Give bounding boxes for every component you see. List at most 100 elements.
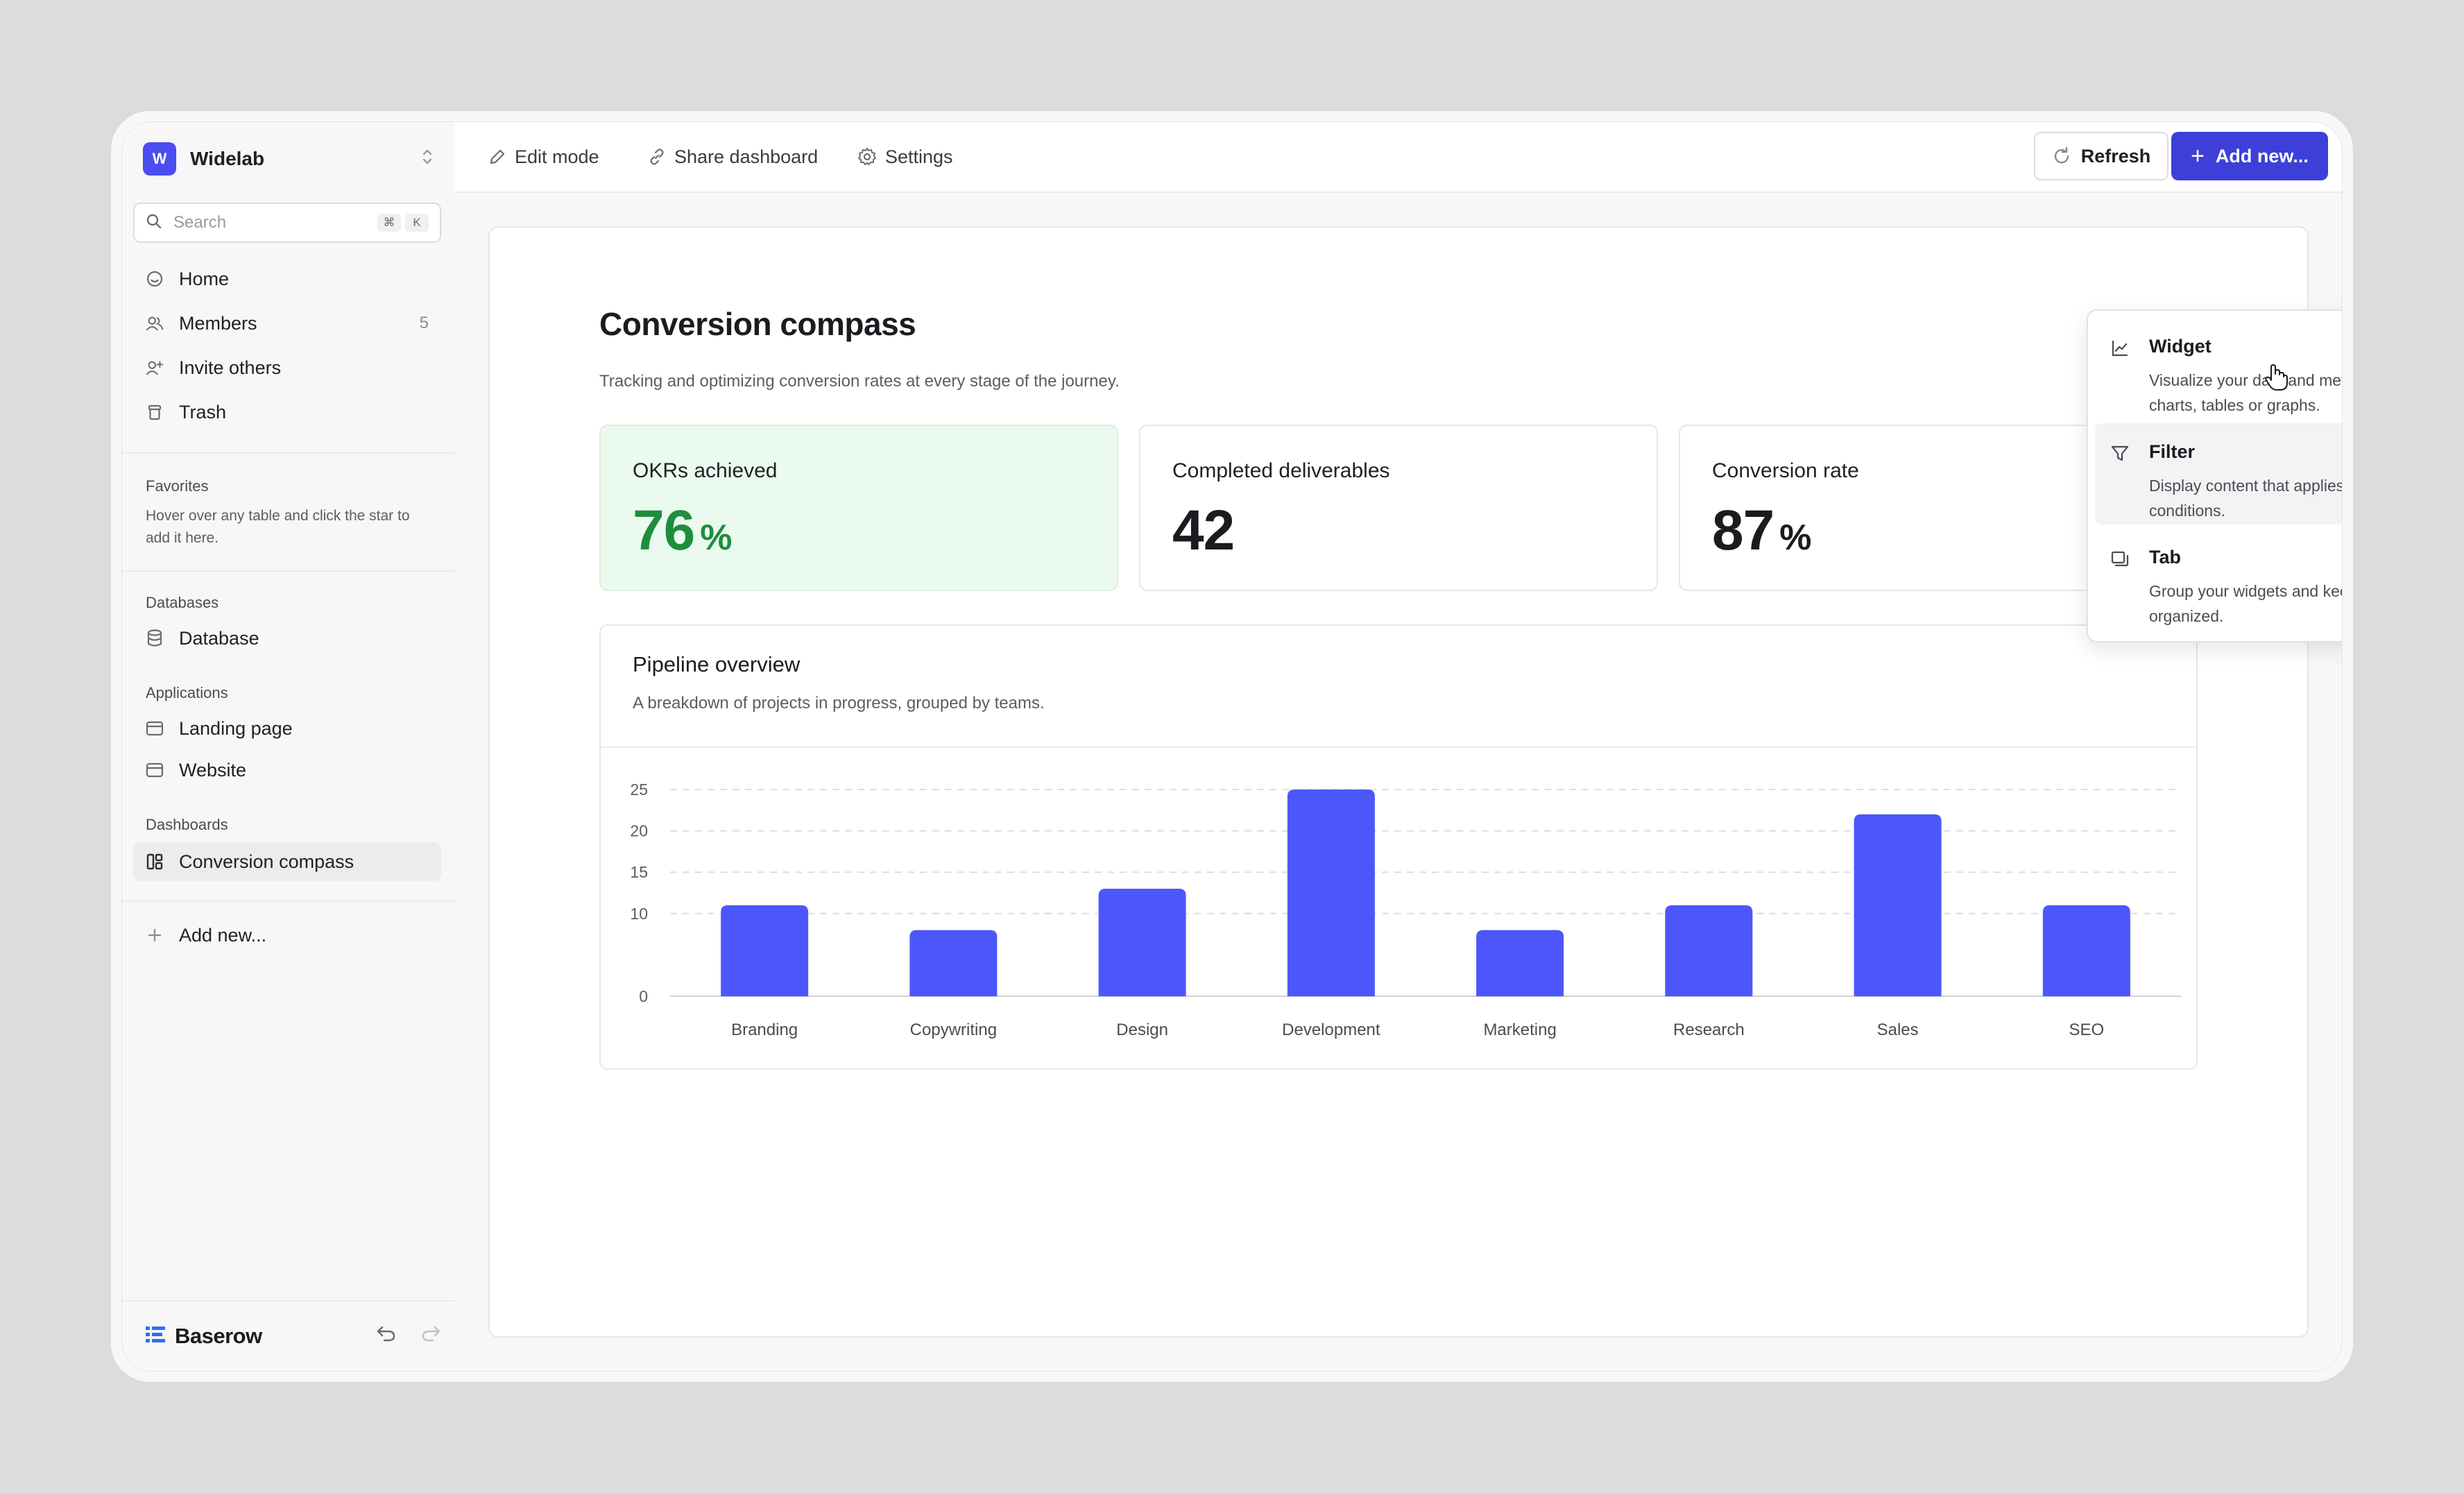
filter-icon [2110,444,2130,467]
sidebar-item-label: Conversion compass [179,851,354,872]
sidebar-item-members[interactable]: Members 5 [133,304,441,343]
menu-item-title: Tab [2149,547,2181,568]
bar-branding[interactable] [721,905,809,996]
main-area: Conversion compass Tracking and optimizi… [455,193,2342,1371]
undo-icon[interactable] [376,1324,397,1348]
add-new-button[interactable]: + Add new... [2171,132,2328,180]
bar-marketing[interactable] [1476,930,1564,996]
menu-item-description: Group your widgets and keep them organiz… [2149,582,2342,625]
kpi-value: 42 [1172,498,1240,563]
bar-research[interactable] [1665,905,1753,996]
brand-logo[interactable]: Baserow [146,1324,262,1349]
y-tick-label: 20 [630,822,648,840]
sidebar-item-label: Invite others [179,357,282,378]
kpi-unit: % [1779,518,1811,558]
kpi-number: 76 [633,499,695,562]
settings-button[interactable]: Settings [857,122,953,191]
refresh-label: Refresh [2080,145,2151,167]
smile-icon [146,270,164,288]
sidebar-item-label: Members [179,312,257,334]
sidebar-item-landing-page[interactable]: Landing page [133,709,441,748]
search-placeholder: Search [173,213,227,232]
sidebar-divider [122,570,455,572]
topbar: Edit mode Share dashboard Settings Refre… [455,122,2342,193]
kpi-unit: % [700,518,732,558]
refresh-icon [2052,146,2071,166]
user-plus-icon [146,359,164,377]
y-tick-label: 10 [630,905,648,923]
sidebar-add-new[interactable]: Add new... [133,916,441,955]
settings-label: Settings [885,146,953,167]
search-input[interactable]: Search ⌘ K [133,203,441,243]
sidebar-item-label: Trash [179,401,227,423]
gear-icon [857,147,877,167]
y-tick-label: 0 [639,987,648,1005]
menu-item-title: Filter [2149,441,2196,462]
edit-mode-button[interactable]: Edit mode [488,122,599,191]
sidebar-footer: Baserow [122,1300,455,1371]
sidebar-item-database[interactable]: Database [133,619,441,658]
kpi-number: 87 [1712,499,1774,562]
bar-copywriting[interactable] [909,930,998,996]
bar-development[interactable] [1287,790,1375,996]
baserow-logo-icon [146,1325,166,1348]
sidebar-item-label: Website [179,759,247,780]
chart-divider [601,747,2196,748]
plus-icon [146,926,164,944]
shortcut-key-cmd: ⌘ [377,214,401,232]
chart-title: Pipeline overview [633,652,801,676]
shortcut-key-k: K [405,214,429,232]
dashboards-heading: Dashboards [146,816,228,833]
menu-item-description: Visualize your data and metrics with cha… [2149,371,2342,414]
menu-item-widget[interactable]: Widget Visualize your data and metrics w… [2095,318,2342,419]
sidebar: W Widelab Search ⌘ K [122,122,456,1371]
app-window-icon [146,761,164,779]
bar-sales[interactable] [1854,814,1942,996]
share-dashboard-button[interactable]: Share dashboard [648,122,818,191]
hand-cursor-icon [2264,364,2288,395]
brand-name: Baserow [175,1324,262,1348]
tabs-icon [2110,549,2130,572]
kpi-card-deliverables[interactable]: Completed deliverables 42 [1139,425,1658,591]
kpi-number: 42 [1172,499,1235,562]
menu-item-tab[interactable]: Tab Group your widgets and keep them org… [2095,529,2342,630]
bar-chart: 0 10 15 20 25 Branding Copywriting Design Develo… [630,780,2181,1039]
refresh-button[interactable]: Refresh [2034,132,2168,180]
y-tick-label: 15 [630,863,648,881]
sidebar-item-invite-others[interactable]: Invite others [133,348,441,387]
redo-icon[interactable] [420,1324,441,1348]
sidebar-item-label: Home [179,268,230,289]
sidebar-item-label: Add new... [179,924,267,946]
kpi-card-okrs[interactable]: OKRs achieved 76% [599,425,1118,591]
app-window: W Widelab Search ⌘ K [111,111,2353,1382]
applications-heading: Applications [146,684,228,701]
pencil-icon [488,148,506,166]
menu-item-filter[interactable]: Filter Display content that applies to y… [2095,423,2342,524]
sidebar-item-trash[interactable]: Trash [133,393,441,432]
workspace-badge: W [143,142,176,176]
sidebar-item-conversion-compass[interactable]: Conversion compass [133,842,441,881]
x-tick-label: Research [1673,1021,1745,1039]
sidebar-item-home[interactable]: Home [133,259,441,298]
workspace-name: Widelab [190,148,265,169]
kpi-label: OKRs achieved [633,459,778,482]
add-new-dropdown: Widget Visualize your data and metrics w… [2087,309,2342,642]
add-new-label: Add new... [2215,145,2309,167]
link-icon [648,148,666,166]
dashboard-icon [146,853,164,871]
y-tick-label: 25 [630,780,648,799]
dashboard-description: Tracking and optimizing conversion rates… [599,372,1120,391]
kpi-value: 76% [633,498,732,563]
bar-seo[interactable] [2042,905,2130,996]
plus-icon: + [2191,142,2205,169]
chart-card-pipeline[interactable]: Pipeline overview A breakdown of project… [599,624,2198,1070]
x-tick-label: Copywriting [910,1021,997,1039]
workspace-switcher[interactable]: W Widelab [143,142,434,176]
bar-design[interactable] [1098,889,1186,996]
app-frame: W Widelab Search ⌘ K [122,122,2342,1371]
trash-icon [146,403,164,421]
sidebar-divider [122,452,455,454]
database-icon [146,629,164,647]
x-tick-label: SEO [2069,1021,2105,1039]
sidebar-item-website[interactable]: Website [133,751,441,790]
